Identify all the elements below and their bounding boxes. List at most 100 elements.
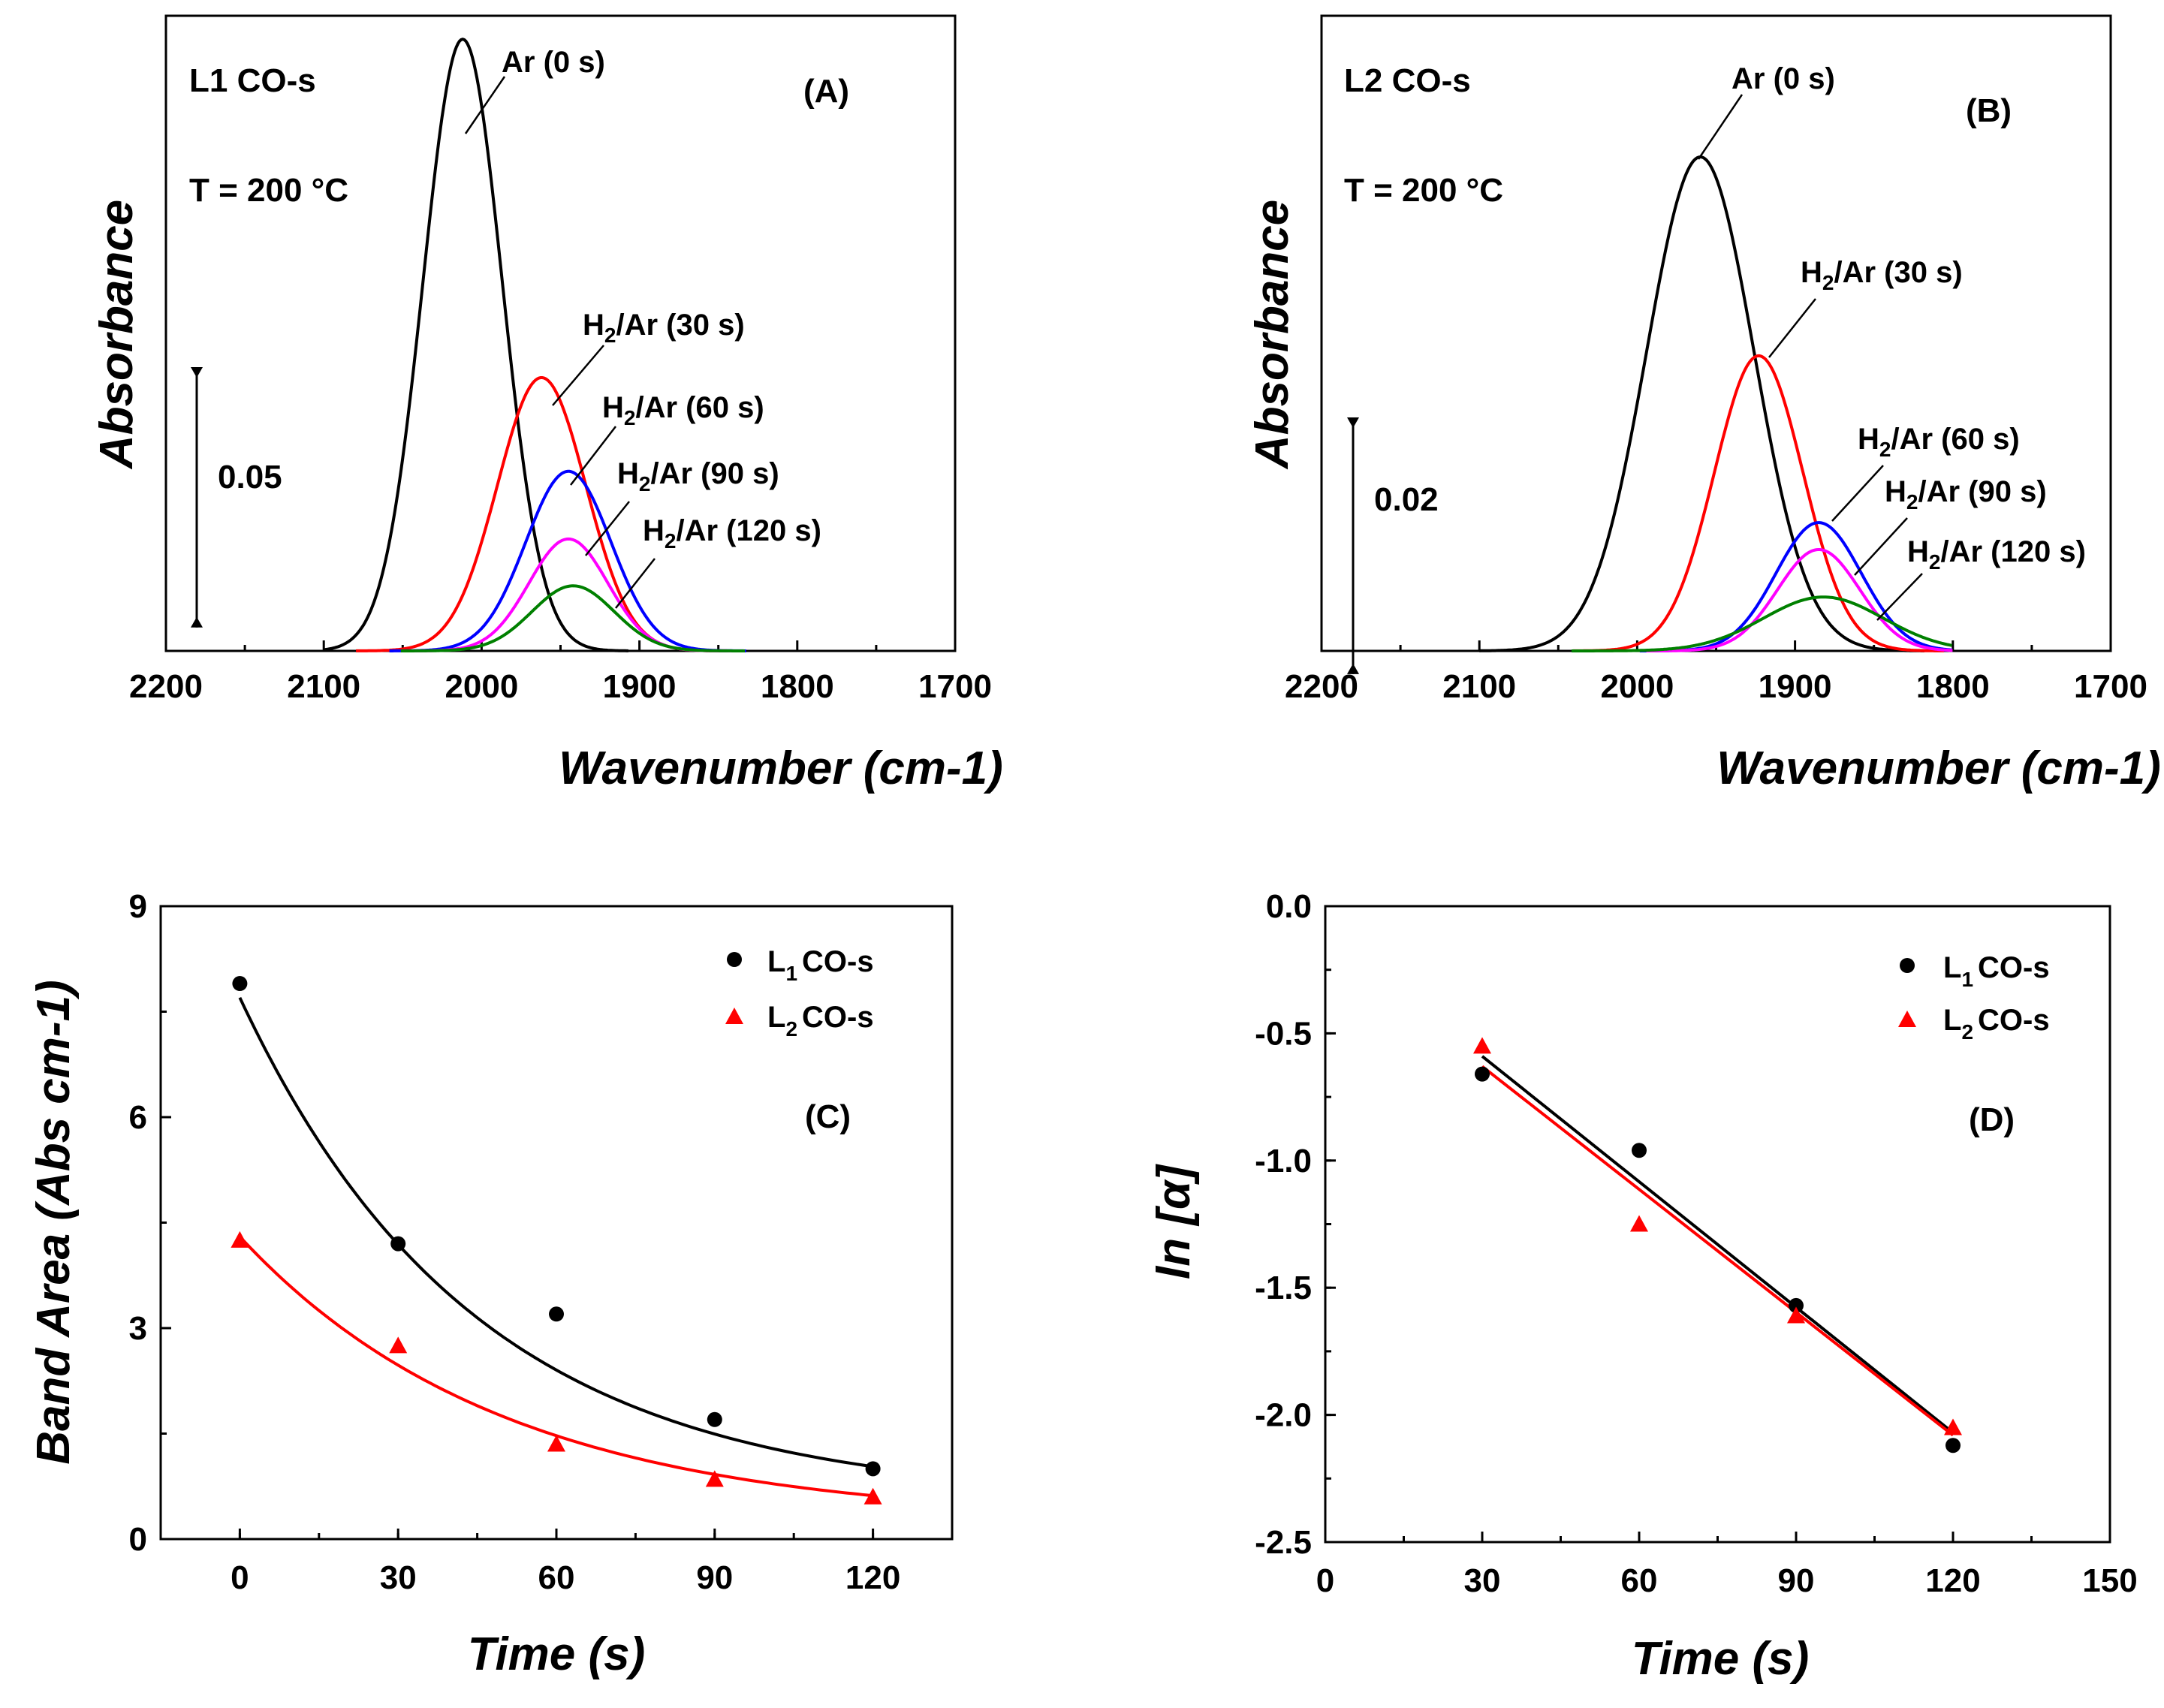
annotation: H2/Ar (60 s) <box>570 391 764 486</box>
x-tick-label: 1700 <box>918 668 992 705</box>
y-axis-label: ln [α] <box>1148 1164 1200 1279</box>
y-tick-label: 9 <box>129 888 147 925</box>
data-point <box>1630 1215 1648 1232</box>
panel-d-x-tick-marks <box>1324 1532 2111 1542</box>
annotation-label: H2/Ar (60 s) <box>1858 423 2020 461</box>
x-tick-label: 60 <box>1621 1562 1658 1599</box>
data-point <box>1944 1418 1962 1435</box>
annotation: H2/Ar (90 s) <box>585 457 779 556</box>
x-tick-label: 120 <box>1925 1562 1980 1599</box>
legend: L1 CO-s L2 CO-s <box>1898 951 2050 1044</box>
legend-label: L1 CO-s <box>1943 951 2050 991</box>
annotation-label: H2/Ar (30 s) <box>1801 256 1963 294</box>
y-tick-label: -1.0 <box>1255 1143 1312 1179</box>
scale-bar: 0.02 <box>1347 417 1439 674</box>
spectrum-curve <box>389 469 746 652</box>
x-tick-label: 0 <box>1316 1562 1334 1599</box>
panel-title: (C) <box>805 1098 851 1135</box>
panel-a-x-tick-marks <box>164 640 957 651</box>
temperature-label: T = 200 °C <box>1344 172 1503 209</box>
y-axis-label: Absorbance <box>1246 200 1298 470</box>
fit-line <box>1481 1055 1955 1434</box>
scale-bar-label: 0.02 <box>1374 481 1439 518</box>
panel-d-data-points <box>1473 1037 1962 1453</box>
x-tick-label: 1700 <box>2074 668 2147 705</box>
legend-marker <box>1900 958 1915 973</box>
y-tick-label: -2.0 <box>1255 1397 1312 1434</box>
x-tick-label: 2000 <box>1600 668 1674 705</box>
spectrum-curve <box>400 584 745 652</box>
panel-d: 0 30 60 90 120 150 0.0 -0.5 -1.0 -1.5 -2… <box>1148 888 2138 1685</box>
x-tick-label: 0 <box>231 1559 249 1596</box>
y-tick-label: 6 <box>129 1099 147 1136</box>
panel-c-data-points <box>231 976 882 1505</box>
data-point <box>547 1435 565 1452</box>
x-axis-label: Time (s) <box>1632 1633 1810 1685</box>
annotation-label: Ar (0 s) <box>502 46 605 79</box>
y-axis-label: Band Area (Abs cm-1) <box>28 980 80 1464</box>
x-tick-label: 90 <box>1778 1562 1815 1599</box>
panel-a-x-tick-labels: 2200 2100 2000 1900 1800 1700 <box>129 668 992 705</box>
sample-label: L2 CO-s <box>1344 62 1471 99</box>
panel-b-spectra <box>1479 155 1953 652</box>
scale-bar-top-arrow <box>191 367 203 378</box>
annotation: H2/Ar (120 s) <box>615 514 821 609</box>
y-tick-label: -0.5 <box>1255 1015 1312 1052</box>
panel-title: (B) <box>1966 92 2012 129</box>
spectrum-curve <box>1639 521 1953 652</box>
annotation-label: H2/Ar (90 s) <box>1885 475 2047 514</box>
annotation: Ar (0 s) <box>464 46 605 134</box>
panel-c-x-tick-marks <box>238 1529 875 1539</box>
legend-label: L2 CO-s <box>1943 1004 2050 1044</box>
x-tick-label: 2100 <box>287 668 360 705</box>
legend-label: L1 CO-s <box>767 945 874 985</box>
x-tick-label: 30 <box>380 1559 417 1596</box>
x-axis-label: Wavenumber (cm-1) <box>559 743 1002 794</box>
y-tick-label: 3 <box>129 1310 147 1347</box>
annotation: H2/Ar (120 s) <box>1876 535 2086 621</box>
panel-b-x-tick-marks <box>1320 640 2112 651</box>
data-point <box>390 1236 406 1252</box>
x-tick-label: 2000 <box>445 668 518 705</box>
data-point <box>231 1231 249 1248</box>
spectrum-curve <box>1479 155 1924 652</box>
scale-bar-bottom-arrow <box>1347 663 1359 674</box>
sample-label: L1 CO-s <box>189 62 316 99</box>
x-axis-label: Time (s) <box>468 1628 646 1680</box>
annotation-label: H2/Ar (30 s) <box>583 309 745 347</box>
legend-marker <box>727 952 742 967</box>
panel-a-spectra <box>324 38 746 652</box>
scale-bar-label: 0.05 <box>218 459 282 496</box>
panel-a: 2200 2100 2000 1900 1800 1700 Wavenumber… <box>91 14 1003 794</box>
data-point <box>549 1306 564 1322</box>
data-point <box>1789 1297 1804 1313</box>
data-point <box>1945 1438 1961 1453</box>
data-point <box>1473 1037 1491 1054</box>
x-tick-label: 2100 <box>1442 668 1516 705</box>
legend-marker <box>725 1008 743 1024</box>
spectrum-curve <box>1646 548 1953 652</box>
panel-title: (D) <box>1969 1101 2015 1138</box>
panel-title: (A) <box>803 73 849 110</box>
y-axis-label: Absorbance <box>91 200 143 470</box>
panel-c: 0 30 60 90 120 0 3 6 9 Time (s) Band Are… <box>28 888 954 1680</box>
x-tick-label: 90 <box>696 1559 733 1596</box>
data-point <box>1632 1143 1647 1158</box>
legend-label: L2 CO-s <box>767 1001 874 1041</box>
panel-d-x-tick-labels: 0 30 60 90 120 150 <box>1316 1562 2138 1599</box>
y-tick-label: -1.5 <box>1255 1270 1312 1306</box>
data-point <box>232 976 248 992</box>
fit-line <box>238 996 873 1469</box>
annotation-label: H2/Ar (120 s) <box>643 514 821 553</box>
panel-d-y-tick-labels: 0.0 -0.5 -1.0 -1.5 -2.0 -2.5 <box>1255 888 1312 1561</box>
panel-d-fit-lines <box>1481 1055 1955 1437</box>
x-tick-label: 1800 <box>1916 668 1990 705</box>
panel-b: 2200 2100 2000 1900 1800 1700 Wavenumber… <box>1246 14 2161 794</box>
data-point <box>705 1470 724 1487</box>
spectrum-curve <box>324 38 628 652</box>
data-point <box>389 1336 408 1354</box>
annotation-label: H2/Ar (60 s) <box>602 391 764 429</box>
annotation: H2/Ar (30 s) <box>552 309 745 406</box>
x-tick-label: 30 <box>1464 1562 1501 1599</box>
